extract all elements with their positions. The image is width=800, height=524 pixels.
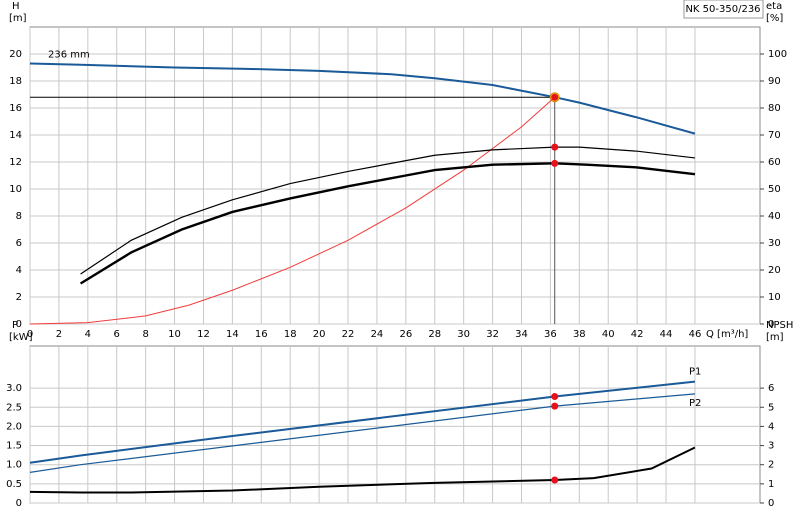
x-tick-label: 16 xyxy=(255,329,268,340)
x-tick-label: 38 xyxy=(573,329,586,340)
y2-tick-label: 4 xyxy=(768,421,774,432)
y-tick-label: 18 xyxy=(9,76,22,87)
series-line xyxy=(29,446,696,494)
y2-tick-label: 70 xyxy=(768,130,781,141)
x-tick-label: 0 xyxy=(27,329,33,340)
y-axis-unit: [kW] xyxy=(9,332,33,343)
y2-axis-unit: [%] xyxy=(766,13,783,24)
y-tick-label: 2.5 xyxy=(6,402,22,413)
y-tick-label: 3.0 xyxy=(6,383,22,394)
y-tick-label: 10 xyxy=(9,184,22,195)
y-axis-unit: [m] xyxy=(9,13,27,24)
y2-axis-label: eta xyxy=(766,1,782,12)
y-tick-label: 0.5 xyxy=(6,479,22,490)
operating-marker xyxy=(551,402,559,410)
x-tick-label: 42 xyxy=(631,329,644,340)
series-line xyxy=(29,393,696,473)
y2-tick-label: 100 xyxy=(768,49,787,60)
y-tick-label: 2.0 xyxy=(6,421,22,432)
y2-tick-label: 0 xyxy=(768,319,774,330)
y2-tick-label: 60 xyxy=(768,157,781,168)
y2-tick-label: 0 xyxy=(768,498,774,509)
y-tick-label: 0 xyxy=(16,498,22,509)
y-tick-label: 6 xyxy=(16,238,22,249)
series-label: P1 xyxy=(689,367,701,378)
y2-tick-label: 3 xyxy=(768,441,774,452)
x-tick-label: 20 xyxy=(313,329,326,340)
series-line xyxy=(79,162,696,285)
y2-tick-label: 50 xyxy=(768,184,781,195)
y-tick-label: 2 xyxy=(16,292,22,303)
y-tick-label: 8 xyxy=(16,211,22,222)
y-tick-label: 0 xyxy=(16,319,22,330)
x-tick-label: 24 xyxy=(371,329,384,340)
y-axis-label: P xyxy=(12,320,18,331)
y2-axis-label: NPSH xyxy=(766,320,793,331)
y-tick-label: 1.5 xyxy=(6,441,22,452)
operating-marker xyxy=(551,159,559,167)
x-tick-label: 46 xyxy=(689,329,702,340)
y-tick-label: 1.0 xyxy=(6,460,22,471)
x-tick-label: 12 xyxy=(197,329,210,340)
y2-tick-label: 5 xyxy=(768,402,774,413)
x-tick-label: 30 xyxy=(457,329,470,340)
x-tick-label: 32 xyxy=(486,329,499,340)
y-tick-label: 20 xyxy=(9,49,22,60)
y2-tick-label: 80 xyxy=(768,103,781,114)
x-tick-label: 14 xyxy=(226,329,239,340)
chart-title: NK 50-350/236 xyxy=(685,4,760,15)
series-label: 236 mm xyxy=(48,49,90,60)
y2-tick-label: 30 xyxy=(768,238,781,249)
y2-tick-label: 10 xyxy=(768,292,781,303)
y2-tick-label: 90 xyxy=(768,76,781,87)
y2-tick-label: 6 xyxy=(768,383,774,394)
series-line xyxy=(29,96,556,325)
x-tick-label: 22 xyxy=(342,329,355,340)
plot-area xyxy=(29,26,761,325)
x-tick-label: 10 xyxy=(168,329,181,340)
x-tick-label: 28 xyxy=(428,329,441,340)
series-label: P2 xyxy=(689,398,701,409)
y2-tick-label: 1 xyxy=(768,479,774,490)
series-line xyxy=(29,62,696,135)
x-tick-label: 40 xyxy=(602,329,615,340)
y-axis-label: H xyxy=(12,1,20,12)
operating-marker xyxy=(551,143,559,151)
operating-marker xyxy=(551,93,559,101)
y2-tick-label: 20 xyxy=(768,265,781,276)
operating-marker xyxy=(551,476,559,484)
y-tick-label: 16 xyxy=(9,103,22,114)
x-tick-label: 44 xyxy=(660,329,673,340)
title-box xyxy=(683,0,764,19)
y2-tick-label: 2 xyxy=(768,460,774,471)
x-axis-label: Q [m³/h] xyxy=(706,329,748,340)
y2-axis-unit: [m] xyxy=(766,332,784,343)
x-tick-label: 34 xyxy=(515,329,528,340)
x-tick-label: 8 xyxy=(142,329,148,340)
x-tick-label: 26 xyxy=(399,329,412,340)
y-tick-label: 4 xyxy=(16,265,22,276)
series-line xyxy=(29,380,696,464)
y-tick-label: 14 xyxy=(9,130,22,141)
x-tick-label: 18 xyxy=(284,329,297,340)
x-tick-label: 4 xyxy=(85,329,91,340)
operating-marker xyxy=(551,393,559,401)
x-tick-label: 2 xyxy=(56,329,62,340)
x-tick-label: 36 xyxy=(544,329,557,340)
y2-tick-label: 40 xyxy=(768,211,781,222)
x-tick-label: 6 xyxy=(114,329,120,340)
series-line xyxy=(80,146,696,275)
plot-area xyxy=(29,345,761,504)
y-tick-label: 12 xyxy=(9,157,22,168)
